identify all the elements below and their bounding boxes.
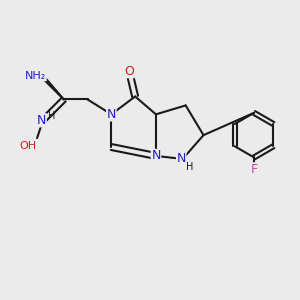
Text: N: N [176, 152, 186, 165]
Text: H: H [48, 111, 56, 121]
Text: F: F [250, 163, 258, 176]
Text: N: N [37, 114, 46, 127]
Text: OH: OH [20, 140, 37, 151]
Text: O: O [124, 65, 134, 78]
Text: NH₂: NH₂ [25, 71, 46, 81]
Text: N: N [107, 108, 116, 121]
Text: H: H [185, 162, 193, 172]
Text: N: N [151, 149, 160, 162]
